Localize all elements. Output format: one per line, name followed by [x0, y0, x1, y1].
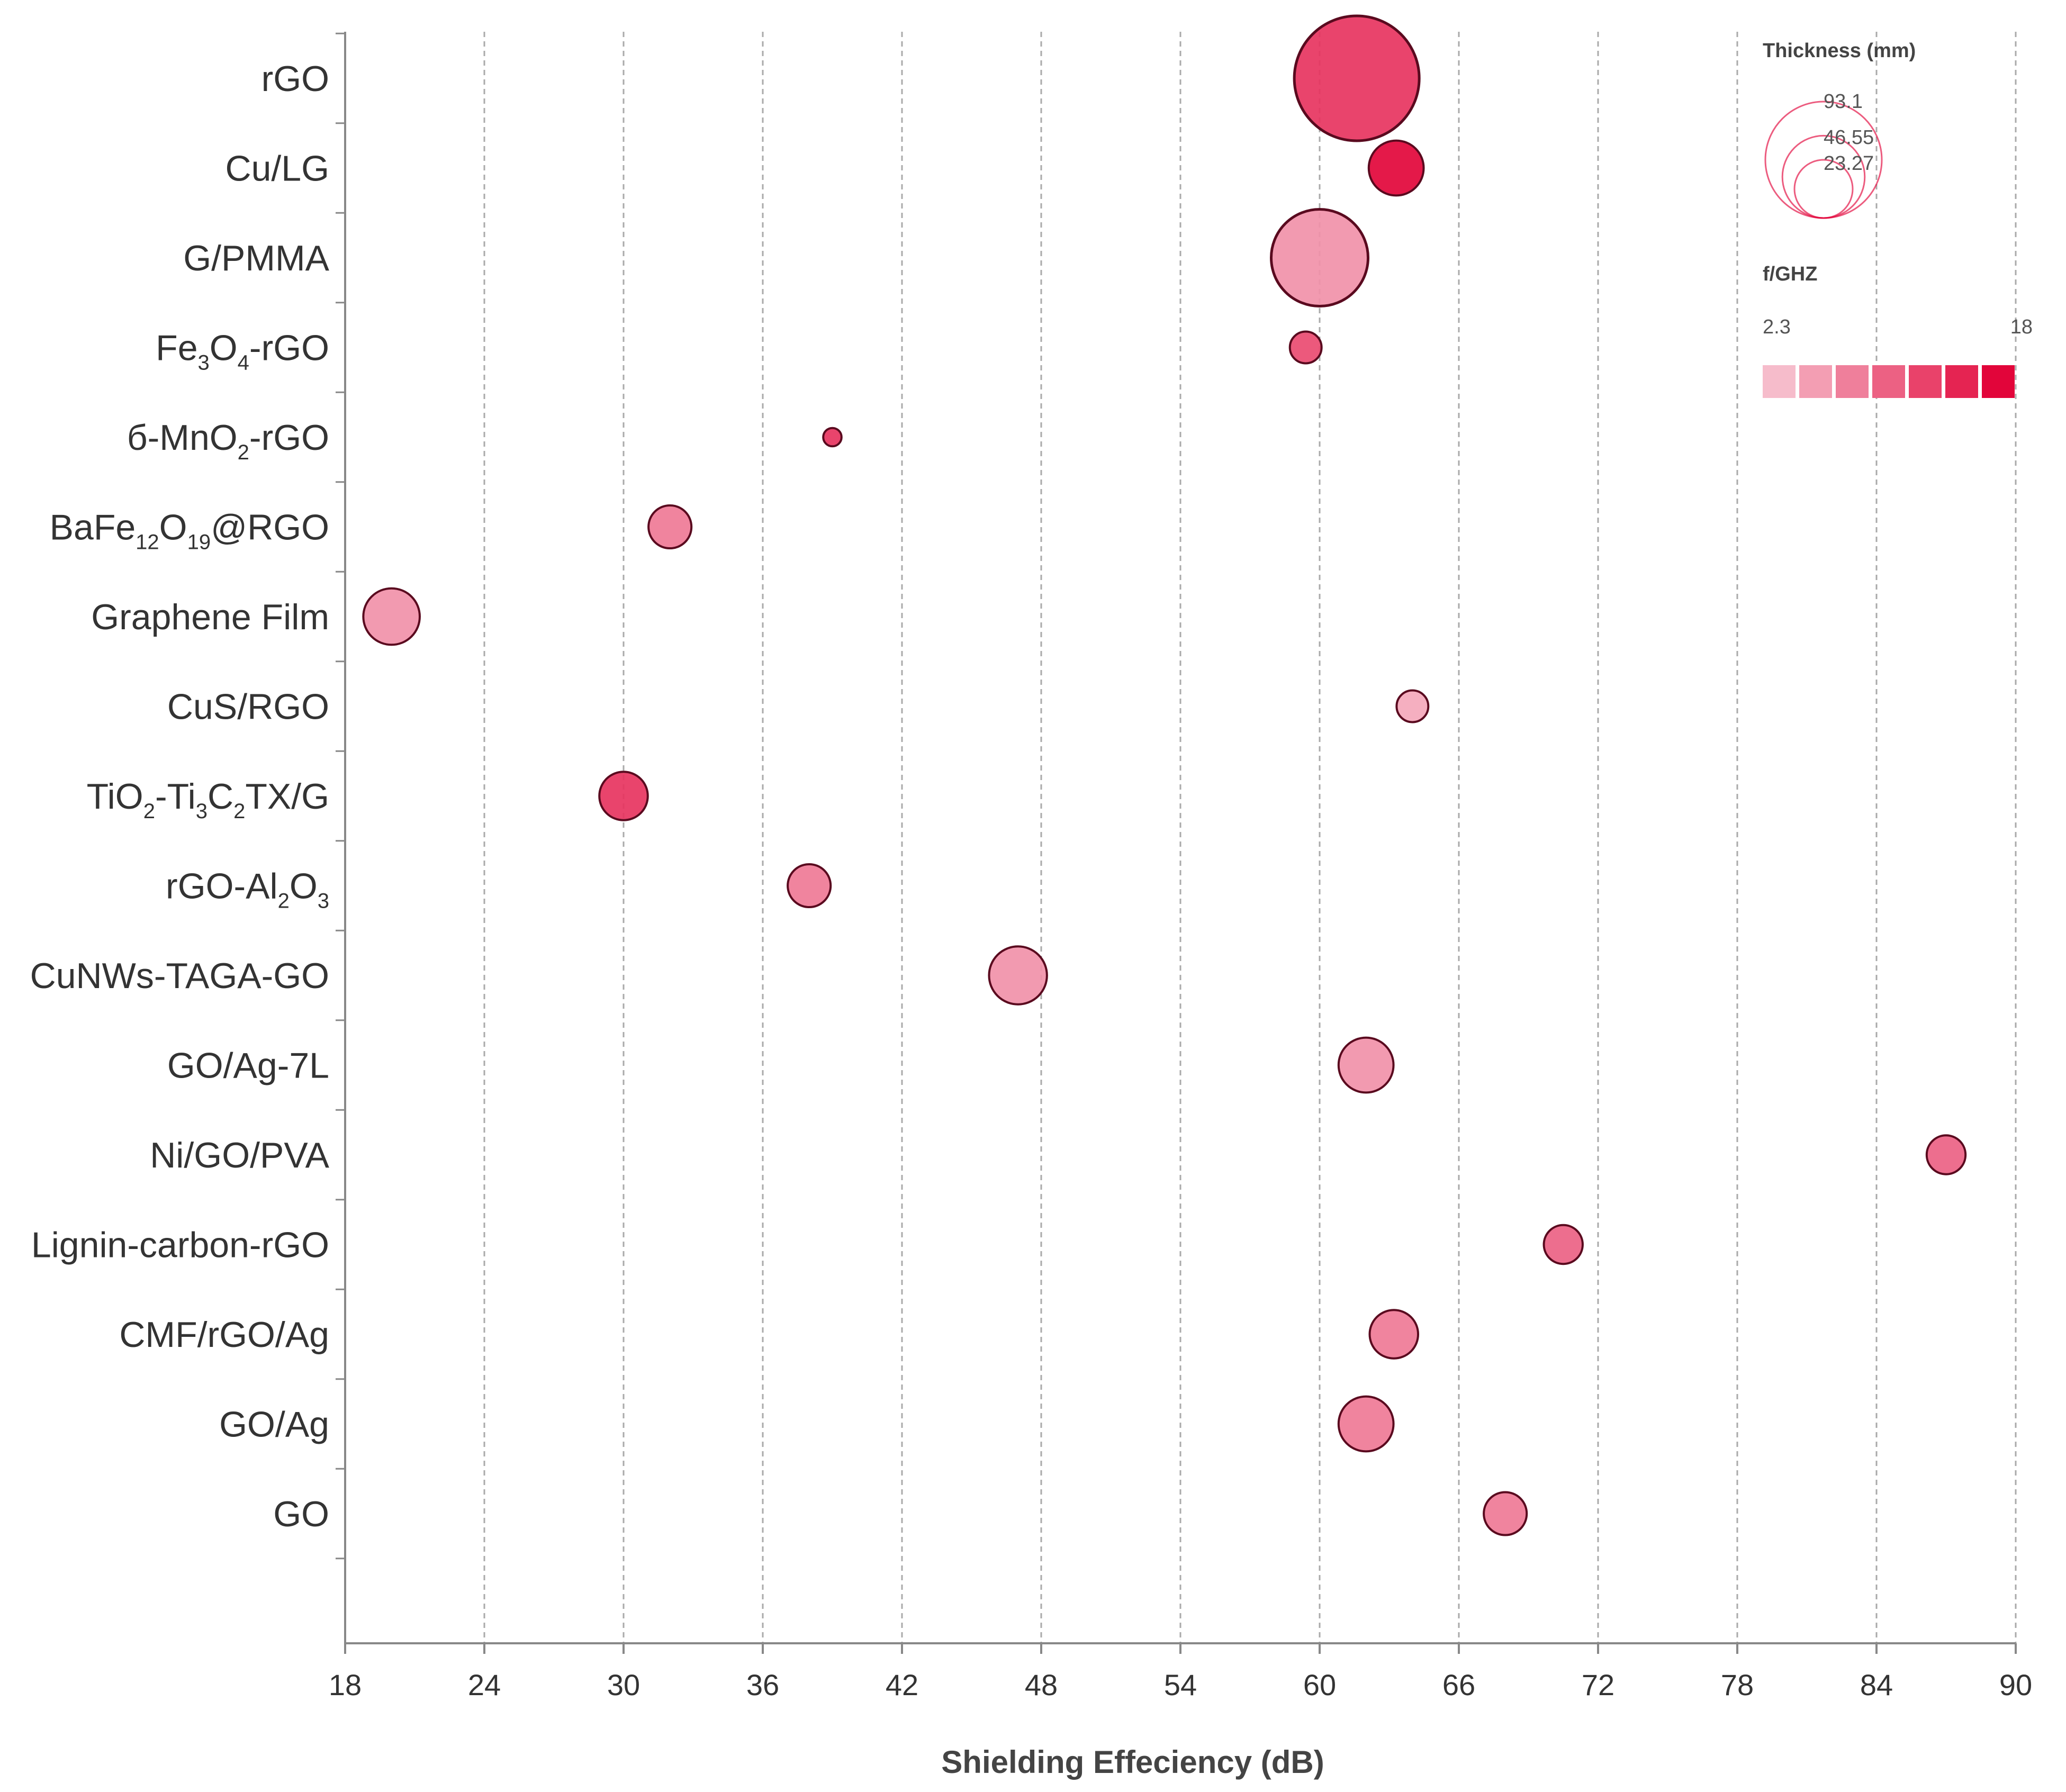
- x-tick-label: 36: [746, 1668, 779, 1702]
- y-ticks: [336, 32, 345, 1560]
- data-bubble: [362, 587, 421, 646]
- category-label: rGO: [261, 59, 329, 99]
- x-tick-label: 42: [886, 1668, 918, 1702]
- data-bubble: [822, 427, 843, 448]
- x-tick-label: 24: [468, 1668, 501, 1702]
- color-legend-max-label: 18: [2010, 316, 2033, 338]
- x-tick-label: 30: [607, 1668, 640, 1702]
- data-bubble: [1483, 1491, 1528, 1536]
- category-label: GO/Ag: [219, 1405, 329, 1445]
- category-label: rGO-Al2​O3​: [166, 866, 329, 913]
- category-label: CuNWs-TAGA-GO: [30, 956, 329, 996]
- data-bubble: [988, 945, 1048, 1006]
- category-label: Ni/GO/PVA: [150, 1135, 329, 1175]
- size-legend-label: 93.1: [1824, 90, 1863, 113]
- data-bubble: [1337, 1395, 1395, 1453]
- x-tick-label: 54: [1164, 1668, 1197, 1702]
- category-label: б-MnO2​-rGO: [127, 418, 329, 464]
- data-bubble: [647, 504, 693, 550]
- category-label: GO/Ag-7L: [167, 1046, 329, 1086]
- x-tick-label: 60: [1303, 1668, 1336, 1702]
- category-label: Graphene Film: [91, 597, 329, 637]
- category-label: BaFe12​O19​@RGO: [50, 508, 329, 554]
- data-bubble: [1368, 1309, 1420, 1360]
- data-bubble: [1337, 1036, 1395, 1094]
- category-label: G/PMMA: [183, 238, 329, 278]
- category-label: Cu/LG: [225, 149, 329, 189]
- color-legend-swatch: [1799, 365, 1832, 398]
- category-label: Fe3​O4​-rGO: [156, 328, 329, 375]
- data-bubble: [1367, 139, 1425, 197]
- size-legend-label: 23.27: [1824, 152, 1874, 175]
- color-legend-swatches: [1763, 365, 2015, 398]
- category-label: TiO2​-Ti3​C2​TX/G: [87, 776, 329, 823]
- x-ticks: 18 24 30 36 42 48 54 60 66 72 78 84 90: [329, 1643, 2032, 1702]
- category-label: GO: [273, 1494, 329, 1534]
- x-tick-label: 66: [1442, 1668, 1475, 1702]
- size-legend-title: Thickness (mm): [1763, 40, 1916, 62]
- x-axis-title: Shielding Effeciency (dB): [941, 1744, 1324, 1780]
- data-bubble: [1395, 689, 1430, 723]
- category-label: Lignin-carbon-rGO: [31, 1225, 329, 1265]
- size-legend-circle: [1793, 159, 1854, 219]
- x-tick-label: 78: [1721, 1668, 1754, 1702]
- data-bubble: [1542, 1224, 1584, 1265]
- color-legend-swatch: [1763, 365, 1796, 398]
- x-tick-label: 72: [1582, 1668, 1614, 1702]
- category-label: CMF/rGO/Ag: [119, 1315, 329, 1355]
- category-label: CuS/RGO: [167, 687, 329, 727]
- color-legend-swatch: [1909, 365, 1942, 398]
- color-legend-swatch: [1945, 365, 1978, 398]
- color-legend-title: f/GHZ: [1763, 263, 1817, 285]
- size-legend-label: 46.55: [1824, 126, 1874, 149]
- color-legend-swatch: [1982, 365, 2015, 398]
- data-bubble: [1288, 330, 1323, 365]
- data-bubble: [787, 863, 832, 909]
- color-legend-swatch: [1836, 365, 1869, 398]
- bubbles: [362, 14, 1967, 1536]
- data-bubble: [1269, 207, 1370, 308]
- color-legend-min-label: 2.3: [1763, 316, 1791, 338]
- category-labels: rGO Cu/LG G/PMMA Fe3​O4​-rGO б-MnO2​-rGO BaFe…: [30, 59, 330, 1534]
- x-tick-label: 90: [1999, 1668, 2032, 1702]
- data-bubble: [1293, 14, 1421, 142]
- x-tick-label: 18: [329, 1668, 362, 1702]
- color-legend-swatch: [1872, 365, 1905, 398]
- data-bubble: [1925, 1134, 1967, 1175]
- x-tick-label: 84: [1860, 1668, 1893, 1702]
- data-bubble: [598, 771, 649, 821]
- x-tick-label: 48: [1025, 1668, 1058, 1702]
- size-legend-circles: 93.1 46.55 23.27: [1764, 90, 1883, 219]
